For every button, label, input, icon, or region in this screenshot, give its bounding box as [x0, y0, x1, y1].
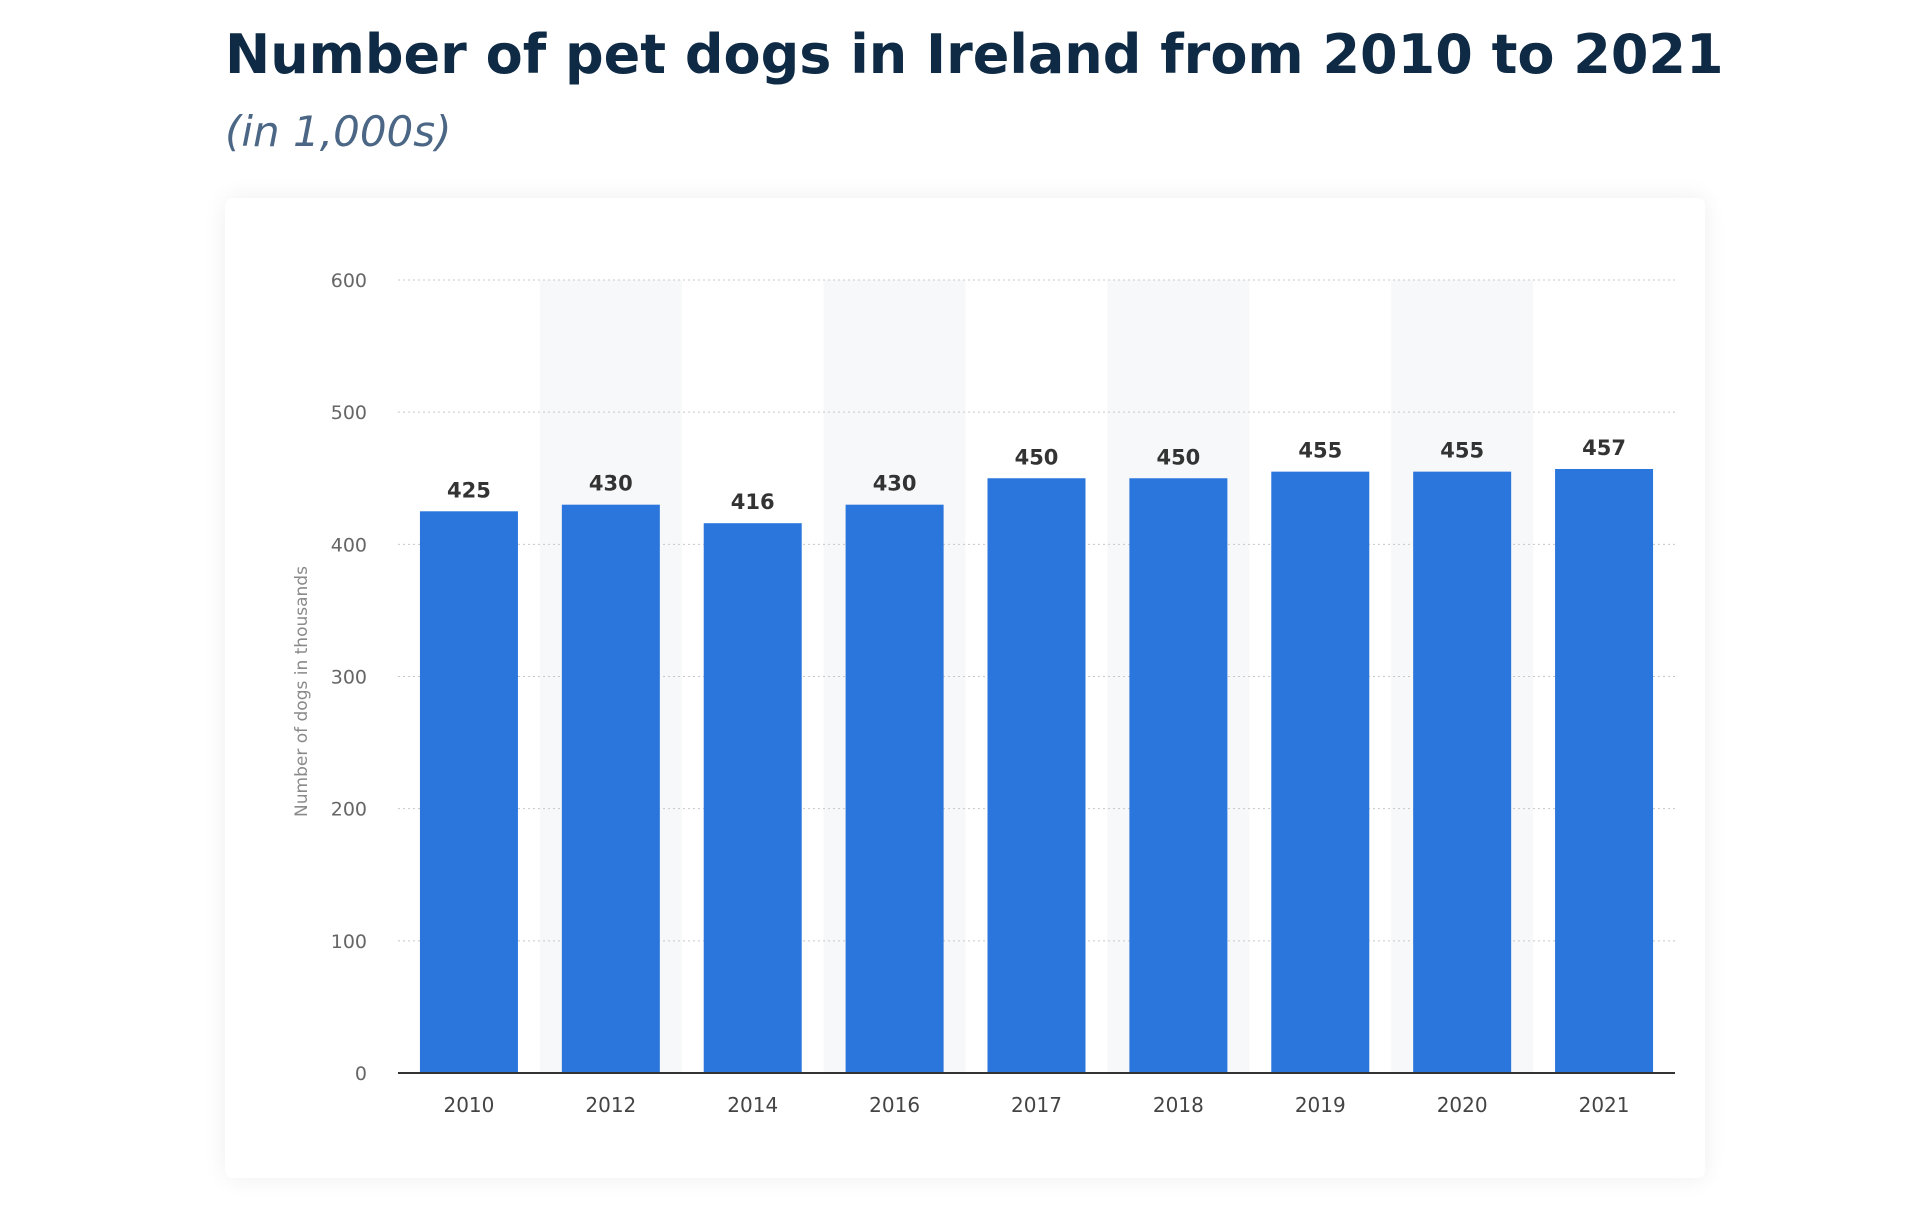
- y-tick-label: 0: [355, 1063, 367, 1085]
- bar-2014[interactable]: [703, 523, 802, 1073]
- value-labels: 425 430 416 430 450 450 455 455 457: [447, 436, 1626, 514]
- value-label-2014: 416: [731, 490, 775, 514]
- bar-2018[interactable]: [1129, 478, 1228, 1073]
- value-label-2019: 455: [1298, 439, 1342, 463]
- bar-2012[interactable]: [561, 504, 660, 1073]
- y-tick-label: 100: [331, 931, 367, 953]
- y-tick-label: 200: [331, 799, 367, 821]
- bar-2019[interactable]: [1271, 471, 1370, 1073]
- value-label-2012: 430: [589, 472, 633, 496]
- value-label-2018: 450: [1156, 445, 1200, 469]
- x-tick-label-2019: 2019: [1295, 1093, 1346, 1117]
- x-tick-label-2010: 2010: [443, 1093, 494, 1117]
- bar-2010[interactable]: [419, 511, 518, 1074]
- x-tick-label-2020: 2020: [1437, 1093, 1488, 1117]
- bars: [419, 468, 1654, 1074]
- y-tick-label: 600: [331, 270, 367, 292]
- value-label-2010: 425: [447, 478, 491, 502]
- chart-subtitle: (in 1,000s): [225, 107, 452, 156]
- x-tick-label-2018: 2018: [1153, 1093, 1204, 1117]
- bar-2021[interactable]: [1555, 468, 1654, 1074]
- x-tick-label-2021: 2021: [1579, 1093, 1630, 1117]
- y-tick-label: 500: [331, 402, 367, 424]
- value-label-2016: 430: [873, 472, 917, 496]
- x-tick-label-2014: 2014: [727, 1093, 778, 1117]
- value-label-2017: 450: [1015, 445, 1059, 469]
- x-tick-label-2012: 2012: [585, 1093, 636, 1117]
- bar-2020[interactable]: [1413, 471, 1512, 1073]
- chart-title: Number of pet dogs in Ireland from 2010 …: [225, 23, 1724, 86]
- x-tick-label-2017: 2017: [1011, 1093, 1062, 1117]
- y-tick-labels: 0 100 200 300 400 500 600: [331, 270, 367, 1085]
- bar-2017[interactable]: [987, 478, 1086, 1073]
- y-tick-label: 300: [331, 667, 367, 689]
- y-axis-label: Number of dogs in thousands: [292, 566, 312, 817]
- value-label-2021: 457: [1582, 436, 1626, 460]
- x-tick-labels: 2010 2012 2014 2016 2017 2018 2019 2020 2021: [443, 1093, 1629, 1117]
- x-tick-label-2016: 2016: [869, 1093, 920, 1117]
- value-label-2020: 455: [1440, 439, 1484, 463]
- y-tick-label: 400: [331, 534, 367, 556]
- bar-2016[interactable]: [845, 504, 944, 1073]
